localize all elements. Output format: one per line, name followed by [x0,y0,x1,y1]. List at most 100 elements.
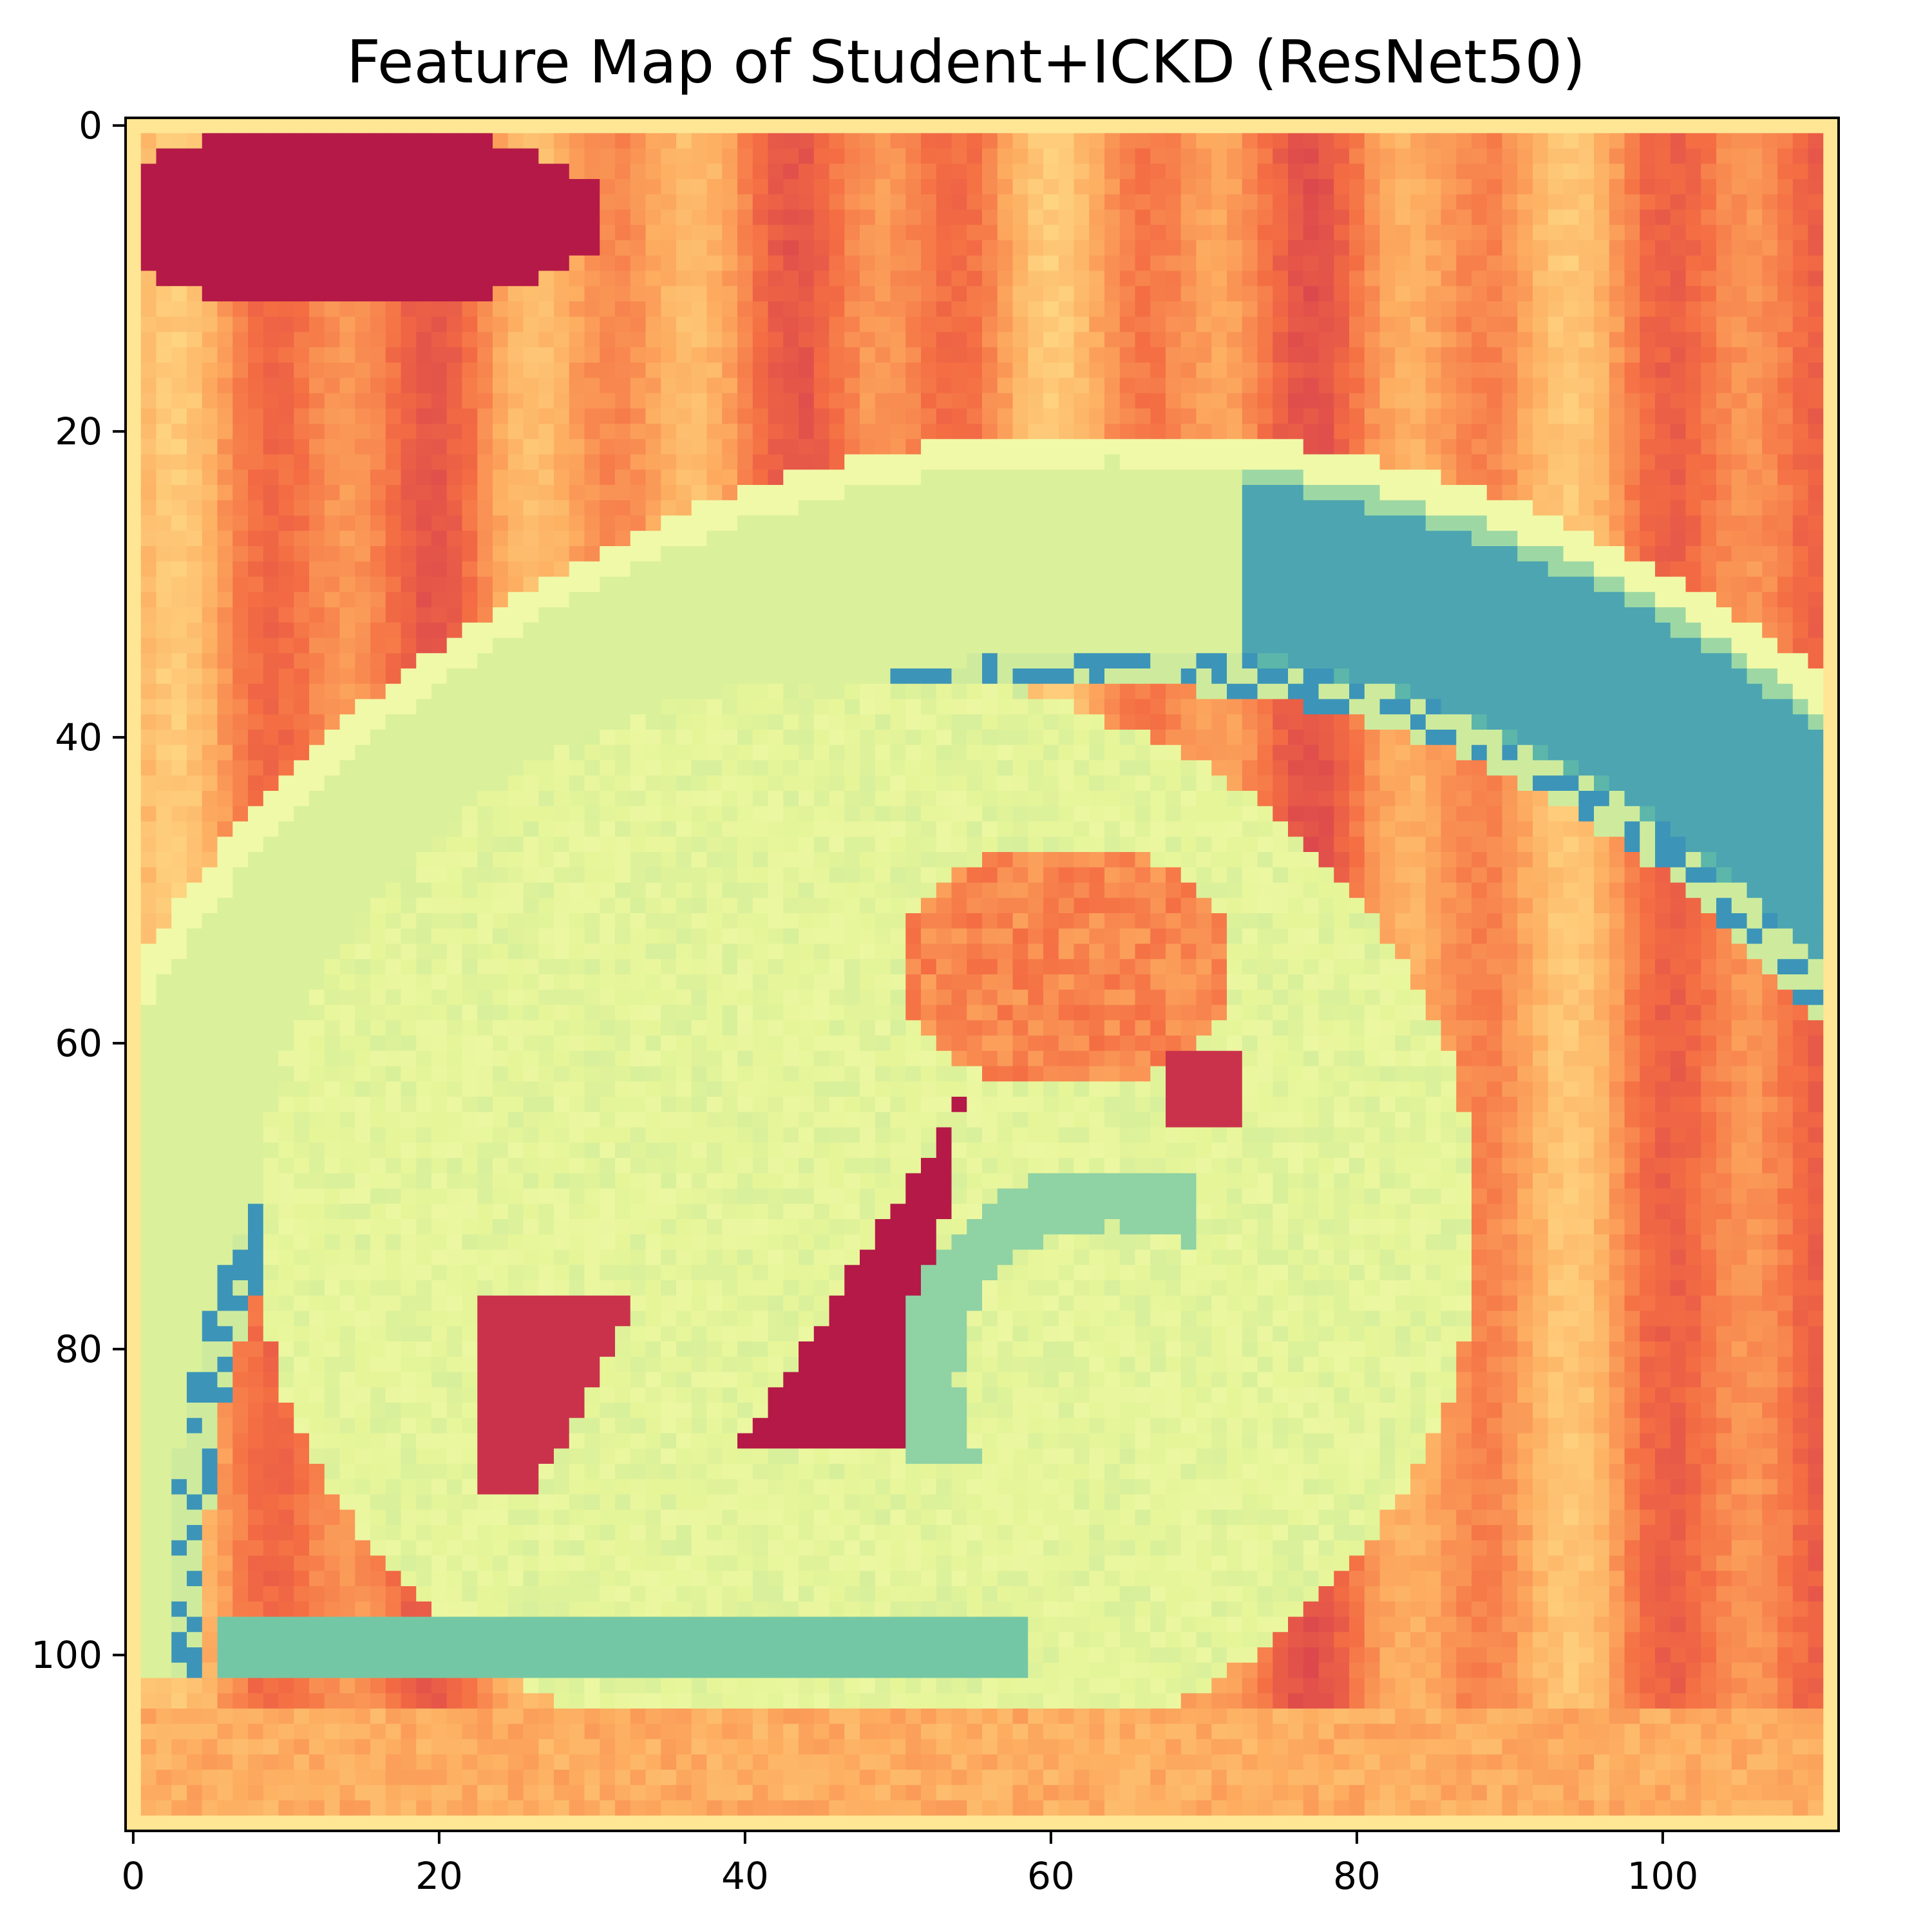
heatmap-cell [951,469,967,486]
heatmap-cell [1670,377,1687,394]
heatmap-cell [1456,668,1472,685]
heatmap-cell [890,209,906,225]
heatmap-cell [1089,393,1105,409]
heatmap-cell [936,347,952,363]
heatmap-cell [278,515,294,531]
heatmap-cell [1747,683,1763,700]
heatmap-cell [584,408,600,424]
heatmap-cell [217,576,233,592]
heatmap-cell [1731,424,1748,440]
heatmap-cell [1472,730,1488,746]
heatmap-cell [401,377,417,394]
heatmap-cell [309,240,325,256]
heatmap-cell [600,791,616,807]
heatmap-cell [493,469,509,486]
heatmap-cell [1747,714,1763,730]
heatmap-cell [1089,576,1105,592]
heatmap-cell [982,133,998,149]
heatmap-cell [1578,209,1595,225]
heatmap-cell [1196,209,1212,225]
heatmap-cell [1441,332,1457,348]
heatmap-cell [1273,638,1289,654]
heatmap-cell [921,531,937,547]
heatmap-cell [401,209,417,225]
heatmap-cell [1548,179,1564,195]
heatmap-cell [844,668,860,685]
heatmap-cell [1486,454,1503,470]
heatmap-cell [722,133,738,149]
heatmap-cell [324,469,341,486]
heatmap-cell [1180,531,1197,547]
heatmap-cell [1043,408,1059,424]
heatmap-cell [921,286,937,302]
heatmap-cell [1792,393,1809,409]
heatmap-cell [982,118,998,134]
heatmap-cell [676,454,692,470]
heatmap-cell [1104,240,1121,256]
heatmap-cell [737,714,753,730]
heatmap-cell [722,668,738,685]
heatmap-cell [1135,133,1151,149]
heatmap-cell [339,576,355,592]
heatmap-cell [1318,225,1334,241]
heatmap-cell [1502,194,1518,211]
heatmap-cell [1119,638,1136,654]
heatmap-cell [1410,485,1426,501]
heatmap-cell [890,683,906,700]
heatmap-cell [1441,194,1457,211]
heatmap-cell [951,393,967,409]
heatmap-cell [1119,164,1136,180]
heatmap-cell [140,699,157,715]
heatmap-cell [1624,576,1640,592]
heatmap-cell [1533,469,1549,486]
heatmap-cell [1089,377,1105,394]
heatmap-cell [722,683,738,700]
heatmap-cell [691,576,708,592]
heatmap-cell [1196,638,1212,654]
heatmap-cell [600,515,616,531]
heatmap-cell [905,653,922,669]
heatmap-cell [783,576,799,592]
heatmap-cell [752,469,769,486]
heatmap-cell [1578,699,1595,715]
heatmap-cell [813,393,830,409]
heatmap-cell [615,270,631,287]
heatmap-cell [1196,225,1212,241]
heatmap-cell [385,531,402,547]
heatmap-cell [263,714,279,730]
heatmap-cell [294,347,310,363]
heatmap-cell [1058,148,1075,164]
heatmap-cell [1410,240,1426,256]
heatmap-cell [967,699,983,715]
heatmap-cell [676,439,692,455]
heatmap-cell [446,301,463,317]
heatmap-cell [1150,363,1166,379]
heatmap-cell [706,286,723,302]
heatmap-cell [1747,255,1763,272]
heatmap-cell [1456,546,1472,562]
heatmap-cell [1012,240,1028,256]
heatmap-cell [1196,148,1212,164]
heatmap-cell [691,240,708,256]
heatmap-cell [1792,699,1809,715]
heatmap-cell [1379,699,1396,715]
heatmap-cell [967,515,983,531]
heatmap-cell [1288,164,1304,180]
heatmap-cell [339,485,355,501]
heatmap-cell [232,775,249,791]
heatmap-cell [1472,515,1488,531]
heatmap-cell [554,485,570,501]
heatmap-cell [890,286,906,302]
heatmap-cell [217,225,233,241]
heatmap-cell [294,301,310,317]
heatmap-cell [1624,592,1640,608]
heatmap-cell [1364,576,1381,592]
heatmap-cell [706,607,723,623]
heatmap-cell [1456,714,1472,730]
heatmap-cell [905,270,922,287]
heatmap-cell [1609,225,1625,241]
heatmap-cell [997,393,1014,409]
heatmap-cell [1135,332,1151,348]
heatmap-cell [676,240,692,256]
heatmap-cell [1609,561,1625,578]
